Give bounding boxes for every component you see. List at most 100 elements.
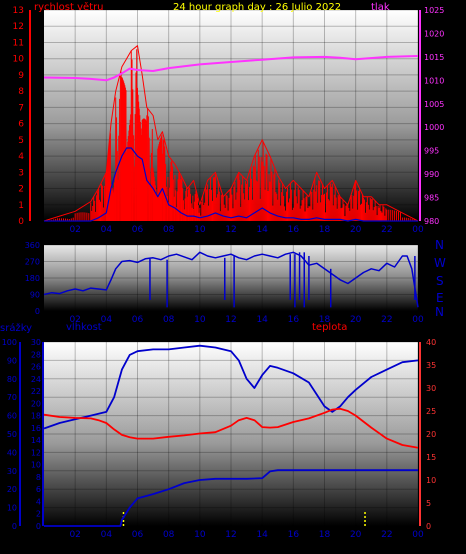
wind-gust-line <box>43 45 419 222</box>
temperature-tick-label: 35 <box>426 361 436 370</box>
wind-tick-label: 12 <box>13 22 24 32</box>
x-tick-label: 04 <box>101 530 113 540</box>
temperature-tick-label: 15 <box>426 453 436 462</box>
wind-tick-label: 10 <box>13 55 25 65</box>
humidity-tick-label: 6 <box>36 485 41 494</box>
humidity-tick-label: 4 <box>36 497 41 506</box>
humidity-tick-label: 8 <box>36 473 41 482</box>
x-tick-label: 12 <box>225 530 236 540</box>
humidity-tick-label: 14 <box>31 436 41 445</box>
humidity-tick-label: 0 <box>36 522 41 531</box>
rain-tick-label: 20 <box>7 485 17 494</box>
x-tick-label: 12 <box>225 315 236 325</box>
chart-title: 24 hour graph day : 26 Julio 2022 <box>173 2 341 13</box>
direction-axes: 0 90 180 270 360 02 04 06 08 10 12 14 16 18 20 22 00 <box>25 241 424 325</box>
x-tick-label: 06 <box>132 315 144 325</box>
direction-tick-label: 270 <box>25 258 40 267</box>
x-tick-label: 20 <box>350 225 362 235</box>
humidity-tick-label: 24 <box>31 375 41 384</box>
humidity-tick-label: 10 <box>31 461 41 470</box>
humidity-tick-label: 30 <box>31 338 41 347</box>
humidity-tick-label: 2 <box>36 510 41 519</box>
direction-grid <box>44 244 419 312</box>
wind-tick-label: 8 <box>18 87 24 97</box>
humidity-tick-label: 22 <box>31 387 41 396</box>
rain-tick-label: 100 <box>2 338 17 347</box>
rain-tick-label: 70 <box>7 393 17 402</box>
temperature-tick-label: 5 <box>426 499 431 508</box>
humidity-axis-title: vlhkost <box>66 322 102 333</box>
temperature-tick-label: 20 <box>426 430 436 439</box>
wind-tick-label: 1 <box>18 201 24 211</box>
x-tick-label: 12 <box>225 225 236 235</box>
wind-average-line <box>44 147 418 222</box>
rain-tick-label: 50 <box>7 430 17 439</box>
temperature-line <box>43 407 419 449</box>
x-tick-label: 10 <box>194 225 206 235</box>
x-tick-label: 08 <box>163 315 175 325</box>
x-tick-label: 08 <box>163 225 175 235</box>
x-tick-label: 06 <box>132 530 144 540</box>
pressure-tick-label: 980 <box>424 217 439 226</box>
x-tick-label: 02 <box>69 315 80 325</box>
x-tick-label: 00 <box>412 530 424 540</box>
direction-line <box>43 251 419 308</box>
wind-tick-label: 9 <box>18 71 24 81</box>
x-tick-label: 10 <box>194 530 206 540</box>
x-tick-label: 18 <box>319 315 331 325</box>
x-tick-label: 20 <box>350 530 362 540</box>
temperature-tick-label: 0 <box>426 522 431 531</box>
pressure-axis-title: tlak <box>371 2 390 13</box>
wind-axis-title: rychlost větru <box>34 1 104 13</box>
wind-tick-label: 3 <box>18 168 24 178</box>
x-tick-label: 22 <box>381 315 392 325</box>
pressure-tick-label: 1015 <box>424 53 444 62</box>
wind-tick-label: 13 <box>13 6 24 16</box>
rain-tick-label: 10 <box>7 504 17 513</box>
x-tick-label: 00 <box>412 315 424 325</box>
x-tick-label: 16 <box>288 530 300 540</box>
temperature-tick-label: 25 <box>426 407 436 416</box>
humidity-temp-rain-plot-area <box>44 342 418 526</box>
wind-tick-label: 0 <box>18 217 24 227</box>
pressure-tick-label: 1010 <box>424 76 444 85</box>
direction-tick-label: 0 <box>35 307 40 316</box>
x-tick-label: 06 <box>132 225 144 235</box>
humidity-tick-label: 12 <box>31 448 41 457</box>
x-tick-label: 14 <box>256 225 268 235</box>
direction-tick-label: 90 <box>30 291 40 300</box>
compass-e: E <box>436 291 444 305</box>
rain-tick-label: 80 <box>7 375 17 384</box>
wind-tick-label: 11 <box>13 38 24 48</box>
rain-tick-label: 60 <box>7 412 17 421</box>
wind-tick-label: 2 <box>18 185 24 195</box>
rain-tick-label: 30 <box>7 467 17 476</box>
direction-tick-label: 360 <box>25 241 40 250</box>
humidity-tick-label: 26 <box>31 363 41 372</box>
wind-pressure-axes: 0123456789101112139809859909951000100510… <box>13 6 445 235</box>
pressure-tick-label: 1000 <box>424 123 444 132</box>
x-tick-label: 00 <box>412 225 424 235</box>
humidity-temp-rain-axes: 0102030405060708090100024681012141618202… <box>2 338 436 540</box>
direction-series <box>43 251 419 308</box>
wind-tick-label: 6 <box>18 120 24 130</box>
temperature-tick-label: 40 <box>426 338 436 347</box>
humidity-tick-label: 20 <box>31 399 41 408</box>
x-tick-label: 22 <box>381 530 392 540</box>
pressure-tick-label: 990 <box>424 170 439 179</box>
rain-line <box>44 469 418 527</box>
x-tick-label: 04 <box>101 225 113 235</box>
compass-n-bottom: N <box>435 305 444 319</box>
temperature-tick-label: 30 <box>426 384 436 393</box>
wind-tick-label: 4 <box>18 152 24 162</box>
x-tick-label: 18 <box>319 530 331 540</box>
rain-tick-label: 90 <box>7 356 17 365</box>
compass-w: W <box>434 256 446 270</box>
x-tick-label: 02 <box>69 225 80 235</box>
humidity-temp-rain-series <box>43 344 419 527</box>
rain-tick-label: 40 <box>7 448 17 457</box>
x-tick-label: 16 <box>288 225 300 235</box>
wind-pressure-series <box>43 45 419 222</box>
pressure-tick-label: 985 <box>424 194 439 203</box>
